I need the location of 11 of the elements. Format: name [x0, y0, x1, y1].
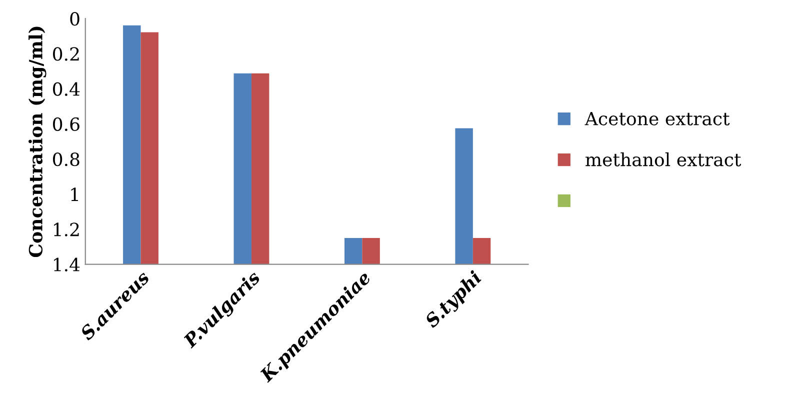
- y-tick-label: 0: [70, 12, 80, 26]
- y-tick-label: 1.4: [54, 258, 80, 272]
- legend-label: Acetone extract: [584, 112, 730, 126]
- y-tick-label: 0.4: [53, 82, 80, 96]
- legend-label: methanol extract: [586, 152, 742, 166]
- y-tick-label: 0.2: [53, 47, 79, 61]
- y-tick-label: 1: [71, 188, 78, 201]
- y-axis-title: Concentration (mg/ml): [28, 26, 46, 258]
- y-tick-label: 1.2: [54, 222, 79, 236]
- y-tick-label: 0.6: [53, 117, 80, 132]
- y-tick-label: 0.8: [53, 152, 80, 166]
